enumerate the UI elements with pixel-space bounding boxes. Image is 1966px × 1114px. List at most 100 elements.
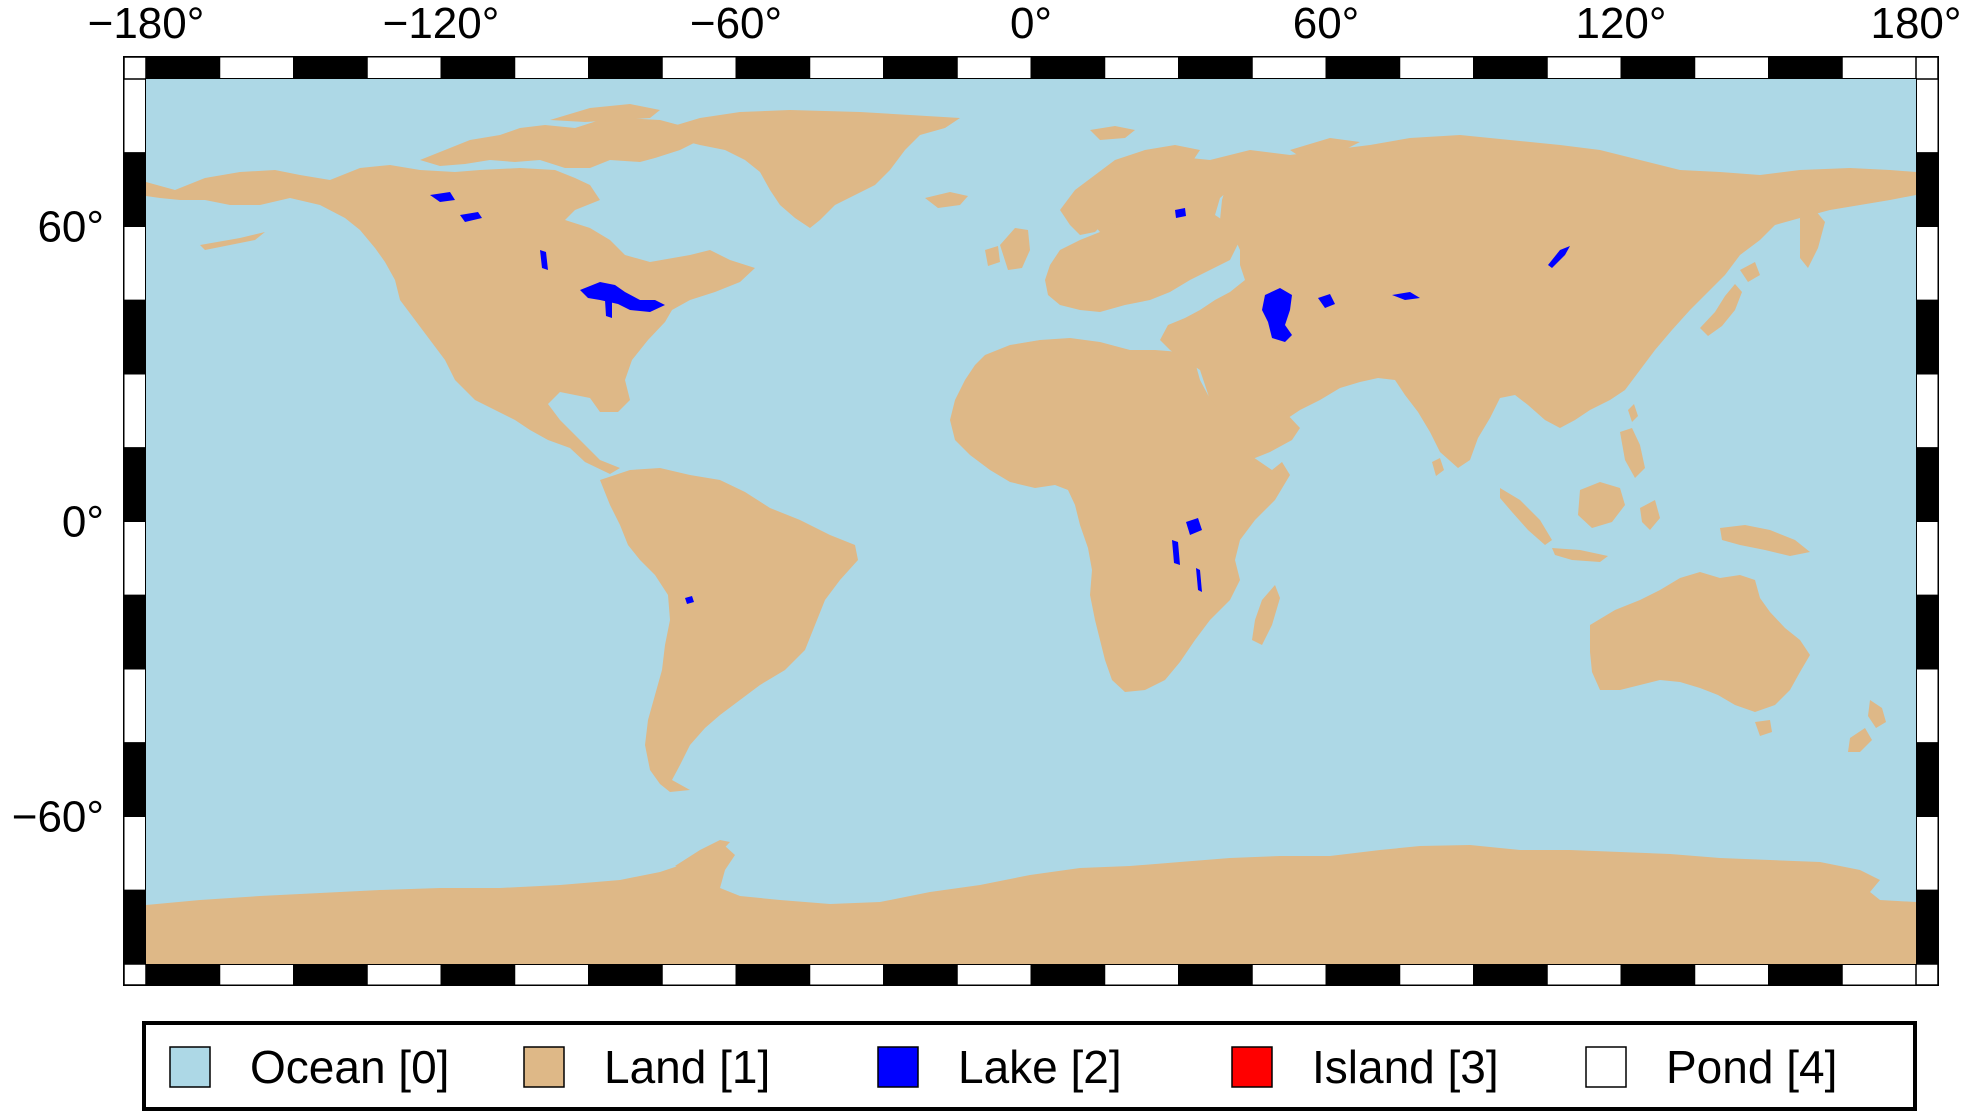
frame-segment-right bbox=[1915, 742, 1939, 817]
frame-segment-bottom bbox=[1841, 963, 1917, 986]
frame-segment-right bbox=[1915, 373, 1939, 449]
map-frame bbox=[123, 56, 1939, 986]
land-arctic-archipelago bbox=[420, 118, 700, 168]
land-british-isles bbox=[1000, 228, 1030, 270]
frame-segment-bottom bbox=[735, 963, 811, 986]
frame-segment-right bbox=[1915, 226, 1939, 301]
frame-segment-right bbox=[1915, 668, 1939, 744]
longitude-tick-label: 180° bbox=[1870, 0, 1961, 48]
land-new-guinea bbox=[1720, 525, 1810, 556]
frame-segment-left bbox=[123, 78, 147, 154]
frame-segment-bottom bbox=[588, 963, 663, 986]
lake-ladoga bbox=[1175, 208, 1186, 218]
frame-segment-top bbox=[366, 56, 442, 80]
frame-segment-top bbox=[1030, 56, 1106, 80]
legend-label-ocean: Ocean [0] bbox=[250, 1041, 449, 1093]
lakes bbox=[430, 192, 1570, 604]
map-plot-area bbox=[146, 79, 1916, 964]
lake-titicaca bbox=[685, 596, 694, 604]
legend-label-land: Land [1] bbox=[604, 1041, 770, 1093]
land-arabia bbox=[1200, 370, 1300, 460]
frame-segment-top bbox=[1841, 56, 1917, 80]
land-japan bbox=[1700, 284, 1742, 336]
legend-item-lake: Lake [2] bbox=[877, 1041, 1122, 1093]
land-antarctica bbox=[146, 845, 1916, 964]
land-greenland bbox=[660, 110, 960, 228]
lake-winnipeg bbox=[540, 250, 548, 270]
land-asia bbox=[1160, 135, 1916, 468]
frame-segment-top bbox=[956, 56, 1032, 80]
land-arctic-islands-north bbox=[550, 104, 660, 122]
frame-segment-bottom bbox=[1473, 963, 1548, 986]
frame-segment-right bbox=[1915, 447, 1939, 522]
frame-segment-left bbox=[123, 152, 147, 227]
frame-segment-top bbox=[588, 56, 663, 80]
latitude-tick-label: −60° bbox=[12, 793, 104, 842]
frame-segment-right bbox=[1915, 889, 1939, 965]
lake-malawi bbox=[1196, 568, 1202, 592]
legend-item-pond: Pond [4] bbox=[1585, 1041, 1837, 1093]
frame-segment-bottom bbox=[1251, 963, 1327, 986]
frame-segment-left bbox=[123, 594, 147, 670]
land-scandinavia bbox=[1060, 145, 1200, 235]
land-masses bbox=[146, 104, 1916, 964]
land-sri-lanka bbox=[1432, 458, 1444, 476]
frame-segment-bottom bbox=[145, 963, 221, 986]
frame-segment-left bbox=[123, 226, 147, 301]
land-madagascar bbox=[1252, 585, 1280, 645]
land-africa bbox=[950, 338, 1290, 692]
frame-segment-top bbox=[1694, 56, 1769, 80]
frame-segment-bottom bbox=[1178, 963, 1253, 986]
legend-swatch-ocean bbox=[169, 1046, 211, 1088]
legend-swatch-island bbox=[1231, 1046, 1273, 1088]
frame-segment-top bbox=[1251, 56, 1327, 80]
legend-item-ocean: Ocean [0] bbox=[169, 1041, 449, 1093]
frame-segment-top bbox=[1546, 56, 1622, 80]
frame-segment-right bbox=[1915, 152, 1939, 227]
land-aleutians bbox=[200, 232, 265, 250]
legend-swatch-land bbox=[523, 1046, 565, 1088]
legend-swatch-lake bbox=[877, 1046, 919, 1088]
longitude-tick-label: 60° bbox=[1293, 0, 1360, 48]
lake-tanganyika bbox=[1172, 540, 1180, 565]
frame-segment-top bbox=[514, 56, 589, 80]
frame-segment-bottom bbox=[1104, 963, 1179, 986]
frame-segment-top bbox=[293, 56, 368, 80]
frame-segment-left bbox=[123, 742, 147, 817]
map-legend: Ocean [0] Land [1] Lake [2] Island [3] Pond … bbox=[142, 1021, 1917, 1111]
frame-segment-left bbox=[123, 668, 147, 744]
frame-segment-top bbox=[1768, 56, 1843, 80]
land-sumatra bbox=[1500, 488, 1552, 545]
frame-segment-bottom bbox=[514, 963, 589, 986]
frame-segment-bottom bbox=[809, 963, 884, 986]
legend-swatch-pond bbox=[1585, 1046, 1627, 1088]
longitude-tick-label: −120° bbox=[383, 0, 500, 48]
lake-balkhash bbox=[1392, 292, 1420, 300]
land-south-america bbox=[600, 468, 858, 792]
lake-aral bbox=[1318, 294, 1335, 308]
land-philippines bbox=[1620, 428, 1645, 478]
frame-corner bbox=[123, 963, 147, 986]
frame-segment-right bbox=[1915, 816, 1939, 891]
land-australia bbox=[1590, 572, 1810, 712]
lake-michigan bbox=[605, 300, 612, 318]
frame-segment-bottom bbox=[1325, 963, 1401, 986]
frame-segment-top bbox=[1178, 56, 1253, 80]
longitude-tick-label: −60° bbox=[690, 0, 782, 48]
frame-segment-top bbox=[661, 56, 737, 80]
land-svalbard bbox=[1090, 126, 1135, 140]
frame-segment-right bbox=[1915, 594, 1939, 670]
frame-segment-left bbox=[123, 299, 147, 375]
legend-item-island: Island [3] bbox=[1231, 1041, 1499, 1093]
frame-segment-bottom bbox=[1620, 963, 1696, 986]
longitude-labels: −180° −120° −60° 0° 60° 120° 180° bbox=[88, 0, 1962, 48]
land-java bbox=[1552, 548, 1608, 562]
lake-caspian bbox=[1262, 288, 1292, 342]
frame-corner bbox=[123, 56, 147, 80]
frame-segment-left bbox=[123, 521, 147, 596]
frame-segment-bottom bbox=[1768, 963, 1843, 986]
frame-segment-top bbox=[219, 56, 294, 80]
frame-corner bbox=[1915, 963, 1939, 986]
longitude-tick-label: 120° bbox=[1575, 0, 1666, 48]
lake-great-lakes bbox=[580, 282, 665, 312]
